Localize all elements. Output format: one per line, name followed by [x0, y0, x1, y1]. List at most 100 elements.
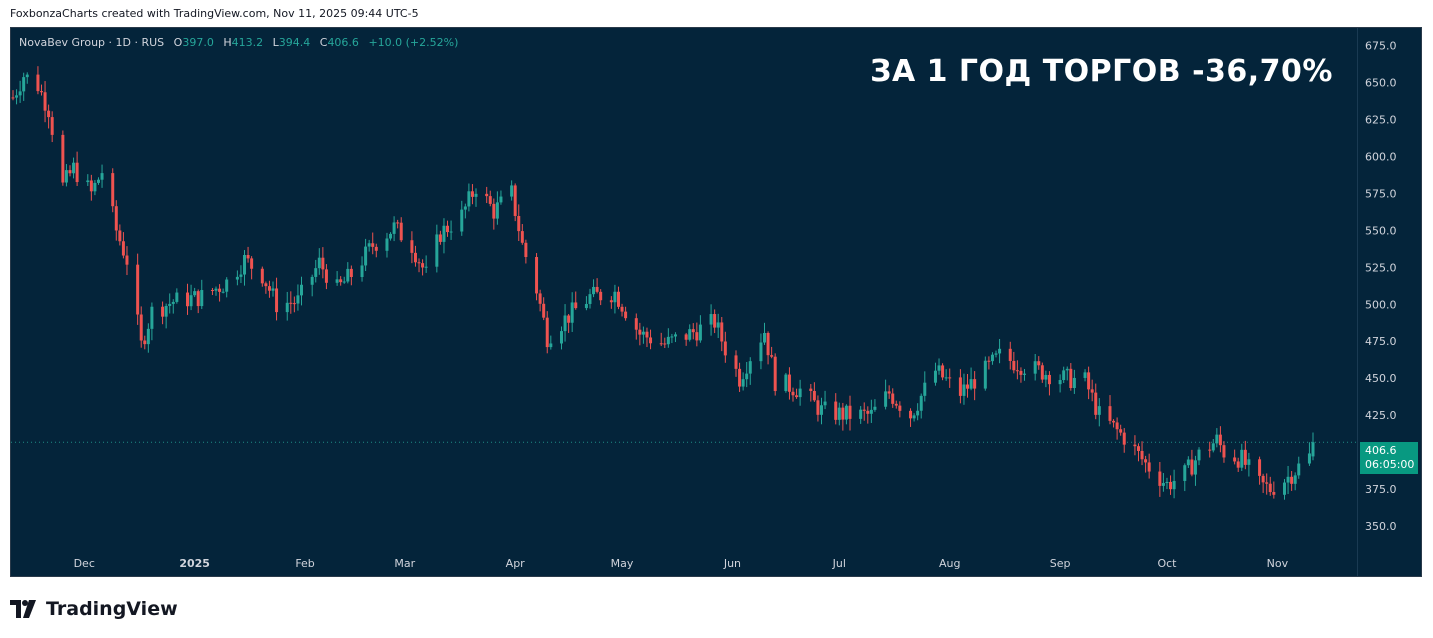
candle-body — [1108, 406, 1112, 421]
candle-body — [834, 401, 838, 420]
candle-body — [47, 110, 51, 118]
candle-body — [463, 206, 467, 210]
candle-body — [118, 230, 122, 242]
candle-body — [11, 97, 15, 99]
candle-body — [1283, 482, 1287, 495]
candle-body — [235, 276, 239, 280]
candle-body — [1044, 374, 1048, 380]
x-axis-tick-label: Dec — [74, 557, 95, 570]
candle-body — [25, 74, 29, 78]
candle-body — [1069, 368, 1073, 389]
candle-body — [994, 353, 998, 355]
candle-body — [990, 354, 994, 362]
candle-body — [449, 231, 453, 233]
candle-body — [695, 332, 699, 341]
x-axis-tick-label: Oct — [1157, 557, 1177, 570]
candle-body — [1115, 422, 1119, 430]
candle-body — [734, 355, 738, 369]
candle-body — [773, 356, 777, 392]
candle-body — [916, 410, 920, 416]
y-axis-tick-label: 675.0 — [1365, 40, 1397, 53]
candle-body — [218, 288, 222, 292]
symbol-legend[interactable]: NovaBev Group · 1D · RUS O397.0 H413.2 L… — [19, 36, 458, 49]
candle-body — [317, 257, 321, 269]
candle-body — [720, 322, 724, 342]
candle-body — [485, 193, 489, 197]
candle-body — [848, 405, 852, 419]
candle-body — [1136, 446, 1140, 451]
candle-body — [161, 306, 165, 317]
candle-body — [944, 377, 948, 379]
candle-body — [713, 314, 717, 328]
candle-body — [143, 340, 147, 345]
candle-body — [616, 291, 620, 307]
candle-body — [324, 269, 328, 283]
candle-body — [1037, 361, 1041, 366]
chart-pane[interactable]: 675.0 650.0 625.0 600.0 575.0 550.0 525.0 500.0… — [10, 27, 1422, 577]
y-axis-tick-label: 625.0 — [1365, 114, 1397, 127]
candle-body — [1172, 480, 1176, 490]
x-axis-tick-label: Feb — [295, 557, 314, 570]
candle-body — [186, 292, 190, 307]
candle-body — [125, 255, 129, 265]
candle-body — [460, 209, 464, 232]
symbol-title[interactable]: NovaBev Group · 1D · RUS — [19, 36, 165, 49]
candle-body — [1065, 368, 1069, 371]
candle-body — [524, 242, 528, 258]
candle-body — [285, 302, 289, 313]
candle-body — [310, 276, 314, 285]
candle-body — [72, 162, 76, 174]
candle-body — [816, 400, 820, 415]
candle-body — [214, 288, 218, 291]
candle-body — [869, 409, 873, 414]
y-axis-tick-label: 350.0 — [1365, 520, 1397, 533]
candle-body — [1258, 459, 1262, 476]
tradingview-logo[interactable]: TradingView — [10, 598, 178, 620]
candle-body — [438, 234, 442, 242]
candle-body — [763, 332, 767, 343]
candle-body — [958, 377, 962, 396]
x-axis-tick-label: Sep — [1050, 557, 1071, 570]
candle-body — [1215, 434, 1219, 444]
candle-body — [570, 302, 574, 323]
candle-body — [684, 334, 688, 340]
candle-body — [164, 305, 168, 317]
price-chart[interactable]: 675.0 650.0 625.0 600.0 575.0 550.0 525.0 500.0… — [11, 28, 1422, 577]
candle-body — [1190, 459, 1194, 475]
candle-body — [563, 315, 567, 332]
open-value: 397.0 — [182, 36, 214, 49]
candle-body — [168, 303, 172, 306]
candle-body — [837, 407, 841, 420]
candle-body — [1083, 372, 1087, 378]
low-label: L — [272, 36, 279, 49]
candle-body — [61, 134, 65, 183]
candle-body — [798, 388, 802, 398]
candle-body — [1144, 459, 1148, 463]
candle-body — [495, 202, 499, 219]
candle-body — [574, 302, 578, 309]
candle-body — [435, 234, 439, 267]
candle-body — [1012, 360, 1016, 371]
candle-body — [745, 373, 749, 380]
high-label: H — [223, 36, 232, 49]
candle-body — [670, 336, 674, 338]
candle-body — [1169, 481, 1173, 490]
candle-body — [243, 254, 247, 275]
candle-body — [210, 290, 214, 292]
candle-body — [267, 286, 271, 291]
candle-body — [595, 286, 599, 292]
candle-body — [545, 317, 549, 348]
candle-body — [96, 179, 100, 183]
candle-body — [791, 391, 795, 396]
candle-body — [1062, 370, 1066, 381]
candle-body — [962, 384, 966, 396]
candle-body — [385, 238, 389, 251]
candle-body — [748, 361, 752, 374]
candle-body — [1211, 443, 1215, 451]
candle-body — [474, 193, 478, 197]
last-price-value: 406.6 — [1365, 444, 1397, 457]
candle-body — [620, 306, 624, 312]
candle-body — [898, 405, 902, 411]
candle-body — [941, 365, 945, 378]
candle-body — [349, 268, 353, 278]
